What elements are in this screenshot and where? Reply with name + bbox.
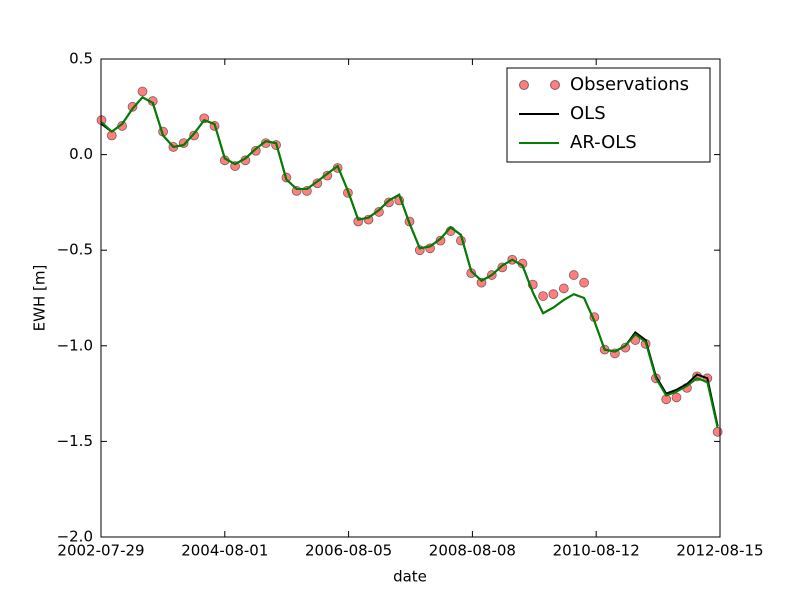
observation-point (117, 121, 127, 131)
y-axis-label: EWH [m] (31, 265, 49, 332)
series-line (100, 95, 719, 429)
observation-point (568, 270, 579, 280)
observation-point (538, 291, 548, 301)
observation-point (374, 207, 384, 217)
observation-point (137, 86, 148, 97)
legend-marker (519, 80, 529, 90)
x-tick-label: 2002-07-29 (57, 542, 144, 560)
y-tick-label: −1.5 (57, 432, 93, 450)
x-axis-label: date (393, 568, 427, 586)
observation-point (435, 235, 446, 246)
x-tick-label: 2008-08-08 (429, 542, 516, 560)
plot-area (96, 86, 723, 437)
observation-point (127, 101, 138, 112)
y-tick-label: −2.0 (57, 528, 93, 546)
axes-frame (100, 58, 721, 538)
x-tick-label: 2004-08-01 (181, 542, 268, 560)
x-tick-label: 2006-08-05 (305, 542, 392, 560)
observation-point (322, 170, 333, 181)
y-tick-label: 0.5 (69, 50, 93, 68)
legend-label: OLS (570, 103, 606, 124)
legend: Observations OLS AR-OLS (506, 67, 711, 163)
legend-label: AR-OLS (570, 132, 637, 153)
legend-marker (550, 80, 560, 90)
y-tick-label: −0.5 (57, 241, 93, 259)
x-tick-label: 2010-08-12 (553, 542, 640, 560)
legend-label: Observations (570, 74, 689, 95)
observation-point (671, 392, 682, 403)
y-tick-label: −1.0 (57, 336, 93, 354)
x-tick-label: 2012-08-15 (676, 542, 763, 560)
observation-point (558, 283, 569, 294)
observation-point (712, 426, 723, 437)
y-tick-label: 0.0 (69, 145, 93, 163)
observation-point (189, 130, 200, 141)
observation-point (548, 289, 559, 300)
observation-point (579, 277, 589, 288)
observation-point (250, 145, 261, 156)
observation-point (312, 178, 323, 189)
